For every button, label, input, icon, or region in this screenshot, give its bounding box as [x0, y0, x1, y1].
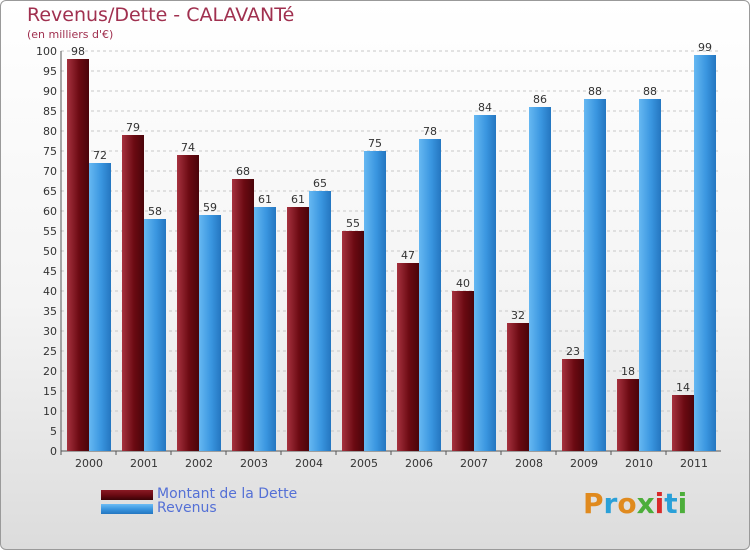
- logo-letter: i: [677, 487, 688, 520]
- data-label: 88: [588, 85, 602, 98]
- data-label: 14: [676, 381, 690, 394]
- data-label: 65: [313, 177, 327, 190]
- data-label: 23: [566, 345, 580, 358]
- bar-revenus: [529, 107, 551, 451]
- y-tick-label: 60: [43, 205, 57, 218]
- bar-revenus: [199, 215, 221, 451]
- data-label: 75: [368, 137, 382, 150]
- y-tick-label: 0: [50, 445, 57, 458]
- y-tick-label: 45: [43, 265, 57, 278]
- data-label: 78: [423, 125, 437, 138]
- x-tick-label: 2000: [75, 457, 103, 470]
- data-label: 86: [533, 93, 547, 106]
- bar-dette: [287, 207, 309, 451]
- x-tick-label: 2008: [515, 457, 543, 470]
- data-label: 72: [93, 149, 107, 162]
- bar-dette: [67, 59, 89, 451]
- legend-label-revenus: Revenus: [157, 500, 217, 516]
- proxiti-logo: Proxiti: [583, 487, 687, 520]
- logo-letter: x: [636, 487, 655, 520]
- y-tick-label: 15: [43, 385, 57, 398]
- legend-swatch-revenus: [101, 504, 153, 514]
- y-tick-label: 50: [43, 245, 57, 258]
- bar-revenus: [89, 163, 111, 451]
- y-tick-label: 100: [36, 45, 57, 58]
- data-label: 59: [203, 201, 217, 214]
- y-tick-label: 35: [43, 305, 57, 318]
- data-label: 18: [621, 365, 635, 378]
- bar-dette: [177, 155, 199, 451]
- x-tick-label: 2009: [570, 457, 598, 470]
- data-label: 55: [346, 217, 360, 230]
- y-tick-label: 80: [43, 125, 57, 138]
- y-tick-label: 25: [43, 345, 57, 358]
- legend-swatch-dette: [101, 490, 153, 500]
- bar-revenus: [584, 99, 606, 451]
- bar-dette: [397, 263, 419, 451]
- x-tick-label: 2010: [625, 457, 653, 470]
- data-label: 61: [291, 193, 305, 206]
- x-tick-label: 2001: [130, 457, 158, 470]
- bar-dette: [617, 379, 639, 451]
- bar-revenus: [254, 207, 276, 451]
- y-tick-label: 85: [43, 105, 57, 118]
- bar-dette: [342, 231, 364, 451]
- y-tick-label: 75: [43, 145, 57, 158]
- data-label: 99: [698, 41, 712, 54]
- data-label: 79: [126, 121, 140, 134]
- x-tick-label: 2005: [350, 457, 378, 470]
- bar-dette: [562, 359, 584, 451]
- x-tick-label: 2003: [240, 457, 268, 470]
- x-tick-label: 2002: [185, 457, 213, 470]
- y-tick-label: 20: [43, 365, 57, 378]
- x-tick-label: 2004: [295, 457, 323, 470]
- y-tick-label: 40: [43, 285, 57, 298]
- data-label: 68: [236, 165, 250, 178]
- bar-dette: [507, 323, 529, 451]
- y-tick-label: 90: [43, 85, 57, 98]
- bar-dette: [672, 395, 694, 451]
- y-tick-label: 5: [50, 425, 57, 438]
- bar-revenus: [144, 219, 166, 451]
- chart-title: Revenus/Dette - CALAVANTé: [27, 4, 295, 26]
- data-label: 40: [456, 277, 470, 290]
- bar-revenus: [419, 139, 441, 451]
- bar-revenus: [309, 191, 331, 451]
- data-label: 32: [511, 309, 525, 322]
- y-tick-label: 95: [43, 65, 57, 78]
- data-label: 47: [401, 249, 415, 262]
- bar-revenus: [694, 55, 716, 451]
- data-label: 84: [478, 101, 492, 114]
- logo-letter: i: [654, 487, 665, 520]
- data-label: 58: [148, 205, 162, 218]
- logo-letter: o: [617, 487, 637, 520]
- y-tick-label: 10: [43, 405, 57, 418]
- x-tick-label: 2006: [405, 457, 433, 470]
- legend-label-dette: Montant de la Dette: [157, 486, 298, 502]
- data-label: 61: [258, 193, 272, 206]
- logo-letter: r: [603, 487, 618, 520]
- logo-letter: t: [664, 487, 678, 520]
- logo-letter: P: [583, 487, 604, 520]
- x-tick-label: 2011: [680, 457, 708, 470]
- y-tick-label: 55: [43, 225, 57, 238]
- x-tick-label: 2007: [460, 457, 488, 470]
- bar-dette: [452, 291, 474, 451]
- bar-dette: [122, 135, 144, 451]
- data-label: 74: [181, 141, 195, 154]
- bar-revenus: [364, 151, 386, 451]
- chart-subtitle: (en milliers d'€): [27, 28, 114, 41]
- y-tick-label: 30: [43, 325, 57, 338]
- bar-revenus: [639, 99, 661, 451]
- y-tick-label: 65: [43, 185, 57, 198]
- bar-revenus: [474, 115, 496, 451]
- data-label: 98: [71, 45, 85, 58]
- y-tick-label: 70: [43, 165, 57, 178]
- bar-dette: [232, 179, 254, 451]
- data-label: 88: [643, 85, 657, 98]
